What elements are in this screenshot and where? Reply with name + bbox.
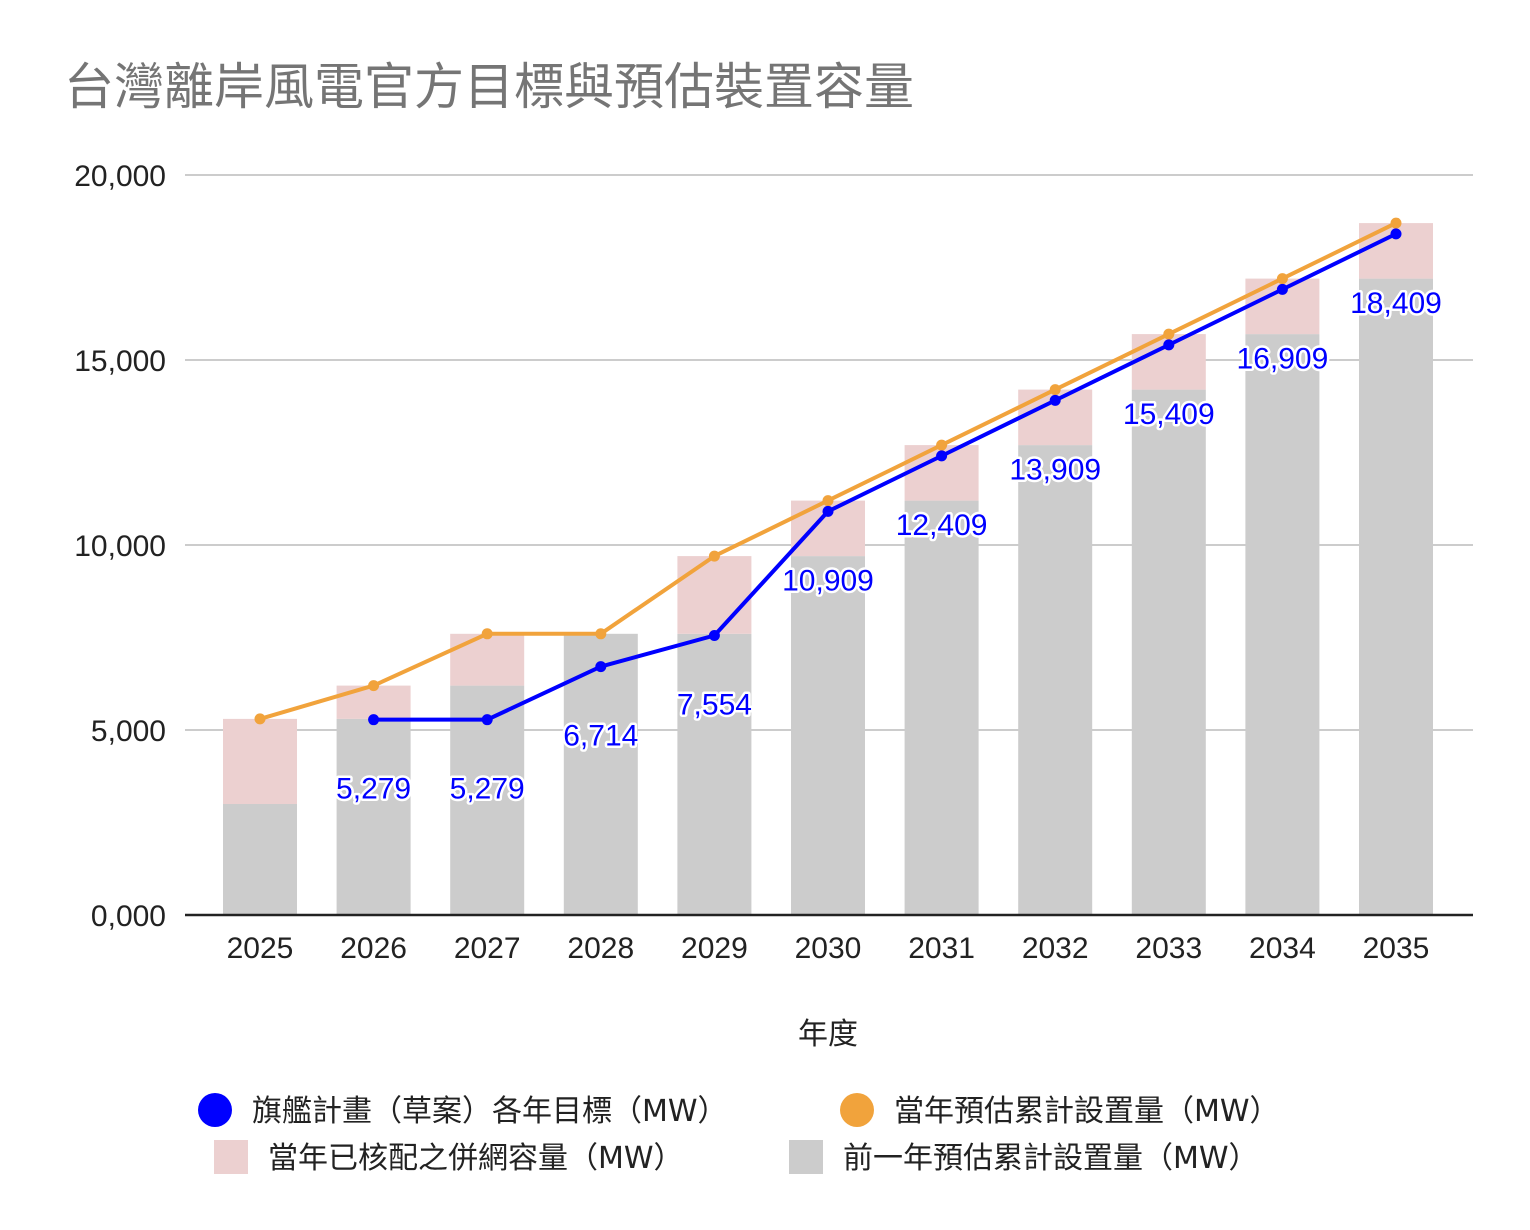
series-line [373,232,1397,722]
series-point [822,505,834,517]
x-tick-label: 2035 [1363,932,1430,965]
bar-previous-year [1359,278,1433,916]
chart-title: 台灣離岸風電官方目標與預估裝置容量 [64,58,914,116]
data-label: 15,409 [1123,398,1215,431]
series-point [822,495,834,507]
legend-label: 前一年預估累計設置量（MW） [843,1141,1259,1176]
x-tick-label: 2030 [795,932,862,965]
series-point [936,450,948,462]
series-point [254,713,266,725]
legend-label: 旗艦計畫（草案）各年目標（MW） [252,1094,728,1129]
series-point [1276,283,1288,295]
x-tick-label: 2031 [908,932,975,965]
data-label: 5,279 [336,773,411,806]
series-point [595,628,607,640]
series-point [1049,394,1061,406]
x-tick-label: 2029 [681,932,748,965]
bars [223,223,1433,916]
data-label: 18,409 [1350,287,1442,320]
data-label: 12,409 [896,509,988,542]
bar-previous-year [791,556,865,915]
y-axis-ticks: 0,000 5,000 10,000 15,000 20,000 [74,160,166,933]
data-label: 7,554 [677,689,752,722]
bar-previous-year [1245,334,1320,916]
data-label: 16,909 [1237,342,1329,375]
legend: 旗艦計畫（草案）各年目標（MW） 當年預估累計設置量（MW） 當年已核配之併網容量（… [198,1093,1280,1176]
bar-allocated [223,718,297,804]
bar-allocated [677,556,752,634]
bar-previous-year [563,633,638,915]
series-point [595,661,607,673]
series-lines [254,217,1402,726]
y-tick-label: 5,000 [91,715,166,748]
x-tick-label: 2025 [227,932,294,965]
data-label: 13,909 [1009,453,1101,486]
bar-previous-year [1018,445,1093,915]
series-point [708,550,720,562]
legend-circle-icon [840,1093,874,1127]
x-axis-ticks: 2025 2026 2027 2028 2029 2030 2031 2032 2033 2034… [227,932,1430,965]
x-tick-label: 2027 [454,932,521,965]
series-point [368,714,380,726]
data-label: 6,714 [563,720,638,753]
legend-label: 當年預估累計設置量（MW） [894,1094,1280,1129]
bar-previous-year [223,804,297,915]
series-point [481,628,493,640]
series-point [1276,273,1288,285]
y-tick-label: 10,000 [74,530,166,563]
series-point [1163,328,1175,340]
series-point [1390,217,1402,229]
series-point [1163,339,1175,351]
series-point [1049,384,1061,396]
bar-previous-year [1131,389,1206,916]
legend-square-icon [789,1140,823,1174]
legend-label: 當年已核配之併網容量（MW） [268,1141,684,1176]
series-point [1390,228,1402,240]
legend-square-icon [214,1140,248,1174]
x-tick-label: 2033 [1135,932,1202,965]
x-tick-label: 2032 [1022,932,1089,965]
data-labels: 5,279 5,279 6,714 7,554 10,909 12,409 13,909 15… [334,284,1445,808]
bar-previous-year [904,500,979,915]
x-tick-label: 2034 [1249,932,1316,965]
series-point [708,630,720,642]
series-point [936,439,948,451]
data-label: 10,909 [782,564,874,597]
data-label: 5,279 [450,773,525,806]
y-tick-label: 15,000 [74,345,166,378]
series-point [481,714,493,726]
bar-previous-year [336,718,411,915]
legend-circle-icon [198,1093,232,1127]
bar-allocated [450,633,525,686]
bar-previous-year [677,633,752,915]
y-tick-label: 20,000 [74,160,166,193]
y-tick-label: 0,000 [91,900,166,933]
x-tick-label: 2028 [567,932,634,965]
x-tick-label: 2026 [340,932,407,965]
series-point [368,680,380,692]
x-axis-label: 年度 [798,1017,858,1052]
